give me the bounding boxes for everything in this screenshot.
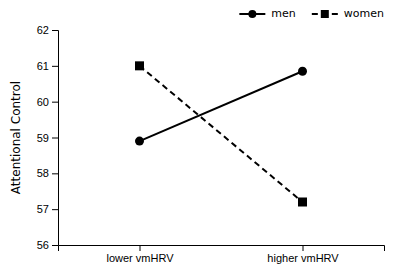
y-tick-label: 60 — [37, 96, 49, 108]
y-tick-mark — [52, 173, 58, 174]
legend-label: women — [344, 7, 384, 20]
series-marker — [135, 137, 144, 146]
y-tick-mark — [52, 66, 58, 67]
series-line — [140, 71, 303, 141]
x-tick: higher vmHRV — [267, 245, 339, 264]
y-tick-mark — [52, 102, 58, 103]
y-tick-label: 61 — [37, 60, 49, 72]
legend-swatch-marker — [248, 10, 256, 18]
chart: lower vmHRV higher vmHRV 56 57 58 59 60 61 62 Att… — [0, 0, 400, 275]
y-tick-mark — [52, 245, 58, 246]
y-tick-mark — [52, 138, 58, 139]
y-tick-label: 56 — [37, 239, 49, 251]
y-tick: 61 — [37, 60, 58, 72]
x-tick: lower vmHRV — [106, 245, 174, 264]
y-tick: 60 — [37, 96, 58, 108]
y-tick-label: 57 — [37, 203, 49, 215]
series-line — [140, 66, 303, 202]
legend: men women — [239, 7, 384, 20]
x-tick-label: higher vmHRV — [267, 252, 339, 264]
y-axis-line — [52, 31, 59, 246]
y-tick-label: 58 — [37, 167, 49, 179]
legend-label: men — [271, 7, 295, 20]
legend-swatch-marker — [321, 10, 329, 18]
x-tick-mark — [140, 245, 141, 251]
y-axis: 56 57 58 59 60 61 62 — [37, 24, 59, 251]
y-tick-mark — [52, 209, 58, 210]
y-tick: 58 — [37, 167, 58, 179]
x-axis-line — [59, 246, 385, 252]
y-tick: 57 — [37, 203, 58, 215]
data-layer — [135, 61, 307, 206]
x-axis: lower vmHRV higher vmHRV — [59, 245, 385, 264]
x-tick-mark — [303, 245, 304, 251]
y-tick: 59 — [37, 132, 58, 144]
legend-item: men — [239, 7, 295, 20]
legend-item: women — [312, 7, 384, 20]
y-tick: 62 — [37, 24, 58, 36]
chart-container: lower vmHRV higher vmHRV 56 57 58 59 60 61 62 Att… — [0, 0, 400, 275]
y-tick-mark — [52, 30, 58, 31]
x-tick-label: lower vmHRV — [106, 252, 174, 264]
y-tick-label: 59 — [37, 132, 49, 144]
series-marker — [298, 198, 307, 207]
series-marker — [135, 61, 144, 70]
series-marker — [298, 67, 307, 76]
y-axis-title: Attentional Control — [9, 81, 23, 194]
plot: lower vmHRV higher vmHRV 56 57 58 59 60 61 62 — [37, 24, 385, 264]
y-tick-label: 62 — [37, 24, 49, 36]
y-tick: 56 — [37, 239, 58, 251]
